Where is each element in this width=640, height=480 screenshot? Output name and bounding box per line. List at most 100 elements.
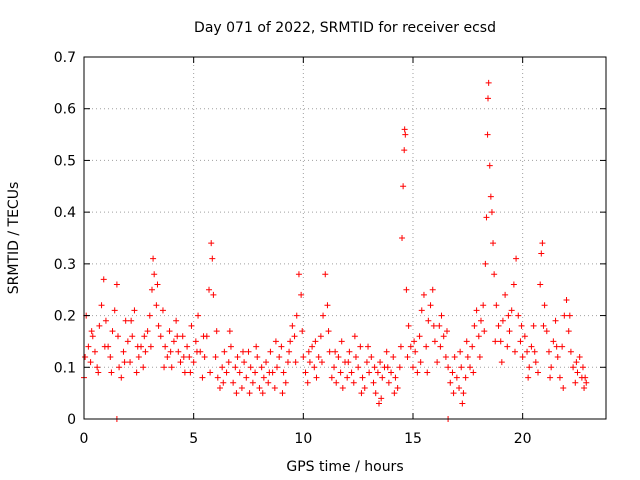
data-point — [554, 353, 561, 360]
y-tick-label: 0.1 — [54, 360, 76, 376]
data-point — [450, 390, 457, 397]
data-point — [351, 333, 358, 340]
data-point — [299, 328, 306, 335]
data-point — [128, 317, 135, 324]
data-point — [412, 348, 419, 355]
data-point — [436, 322, 443, 329]
data-point — [168, 364, 175, 371]
data-point — [260, 374, 267, 381]
data-point — [538, 250, 545, 257]
data-point — [180, 353, 187, 360]
data-point — [361, 384, 368, 391]
data-point — [556, 374, 563, 381]
data-point — [511, 348, 518, 355]
data-point — [300, 353, 307, 360]
data-point — [460, 390, 467, 397]
data-point — [111, 307, 118, 314]
data-point — [335, 353, 342, 360]
data-point — [227, 343, 234, 350]
data-point — [214, 374, 221, 381]
data-point — [256, 384, 263, 391]
data-point — [122, 317, 129, 324]
data-point — [134, 343, 141, 350]
data-point — [127, 359, 134, 366]
data-point — [142, 348, 149, 355]
data-point — [295, 271, 302, 278]
data-point — [266, 369, 273, 376]
data-point — [541, 302, 548, 309]
data-point — [484, 131, 491, 138]
data-point — [576, 353, 583, 360]
data-point — [559, 343, 566, 350]
data-point — [100, 276, 107, 283]
data-point — [574, 369, 581, 376]
data-point — [337, 369, 344, 376]
data-point — [570, 364, 577, 371]
data-point — [305, 348, 312, 355]
data-point — [121, 359, 128, 366]
data-point — [471, 322, 478, 329]
data-point — [98, 302, 105, 309]
data-point — [233, 390, 240, 397]
data-point — [552, 317, 559, 324]
data-point — [263, 359, 270, 366]
data-point — [184, 343, 191, 350]
data-point — [116, 364, 123, 371]
data-point — [440, 333, 447, 340]
data-point — [366, 369, 373, 376]
data-point — [358, 390, 365, 397]
data-point — [477, 317, 484, 324]
data-point — [548, 364, 555, 371]
data-point — [173, 317, 180, 324]
data-point — [282, 379, 289, 386]
data-point — [325, 328, 332, 335]
data-point — [429, 286, 436, 293]
data-point — [493, 302, 500, 309]
data-point — [345, 359, 352, 366]
data-point — [188, 322, 195, 329]
data-point — [346, 348, 353, 355]
data-point — [153, 302, 160, 309]
data-point — [560, 384, 567, 391]
data-point — [561, 312, 568, 319]
data-point — [210, 291, 217, 298]
x-tick-labels: 0 5 10 15 20 — [80, 431, 532, 447]
x-tick-label: 20 — [514, 431, 532, 447]
data-point — [401, 126, 408, 133]
data-points — [81, 79, 590, 422]
data-point — [107, 353, 114, 360]
data-point — [131, 307, 138, 314]
data-point — [109, 328, 116, 335]
data-point — [102, 317, 109, 324]
data-point — [417, 359, 424, 366]
data-point — [286, 348, 293, 355]
data-point — [458, 364, 465, 371]
data-point — [167, 348, 174, 355]
data-point — [232, 364, 239, 371]
data-point — [324, 302, 331, 309]
x-tick-label: 0 — [80, 431, 89, 447]
data-point — [513, 255, 520, 262]
data-point — [82, 353, 89, 360]
data-point — [254, 353, 261, 360]
data-point — [537, 281, 544, 288]
data-point — [487, 193, 494, 200]
data-point — [287, 338, 294, 345]
data-point — [259, 390, 266, 397]
data-point — [181, 369, 188, 376]
data-point — [187, 369, 194, 376]
data-point — [293, 312, 300, 319]
data-point — [530, 322, 537, 329]
data-point — [467, 364, 474, 371]
data-point — [409, 364, 416, 371]
data-point — [420, 291, 427, 298]
data-point — [94, 364, 101, 371]
data-point — [208, 240, 215, 247]
data-point — [399, 235, 406, 241]
data-point — [405, 322, 412, 329]
data-point — [333, 379, 340, 386]
data-point — [216, 384, 223, 391]
data-point — [292, 359, 299, 366]
data-point — [363, 359, 370, 366]
data-point — [114, 333, 121, 340]
